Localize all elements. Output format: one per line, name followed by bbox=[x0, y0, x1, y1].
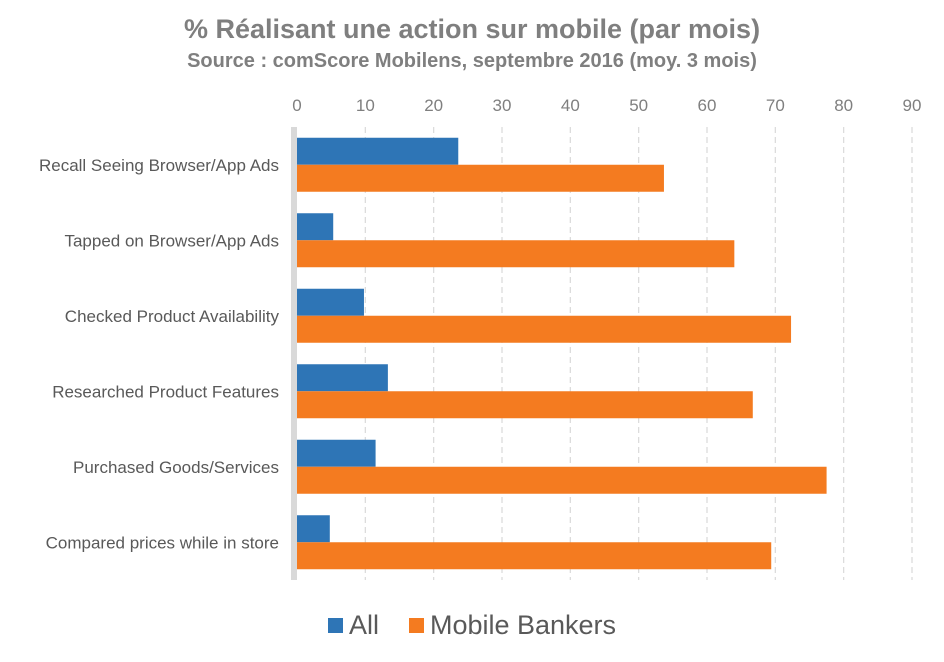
legend-item-mobile-bankers: Mobile Bankers bbox=[408, 610, 617, 641]
bar-all-2 bbox=[297, 288, 364, 316]
category-label-5: Compared prices while in store bbox=[46, 533, 279, 552]
x-tick-label-90: 90 bbox=[903, 96, 922, 115]
x-tick-label-10: 10 bbox=[356, 96, 375, 115]
legend-swatch-all bbox=[327, 618, 343, 633]
bar-mobile-bankers-0 bbox=[297, 164, 664, 192]
x-tick-label-60: 60 bbox=[698, 96, 717, 115]
bar-all-3 bbox=[297, 364, 388, 392]
category-label-3: Researched Product Features bbox=[52, 382, 279, 401]
bar-all-0 bbox=[297, 137, 459, 165]
legend-label-all: All bbox=[348, 610, 379, 640]
x-tick-label-50: 50 bbox=[629, 96, 648, 115]
bar-all-4 bbox=[297, 439, 376, 467]
category-label-2: Checked Product Availability bbox=[65, 307, 280, 326]
bar-all-5 bbox=[297, 515, 330, 543]
bar-mobile-bankers-4 bbox=[297, 466, 827, 494]
category-label-0: Recall Seeing Browser/App Ads bbox=[39, 156, 279, 175]
chart-subtitle: Source : comScore Mobilens, septembre 20… bbox=[187, 50, 757, 72]
legend-label-mobile-bankers: Mobile Bankers bbox=[429, 610, 617, 640]
category-label-4: Purchased Goods/Services bbox=[73, 458, 279, 477]
bar-mobile-bankers-3 bbox=[297, 391, 753, 419]
chart-title: % Réalisant une action sur mobile (par m… bbox=[183, 14, 761, 44]
bar-mobile-bankers-5 bbox=[297, 542, 772, 570]
x-tick-label-40: 40 bbox=[561, 96, 580, 115]
legend-item-all: All bbox=[327, 610, 379, 641]
chart-legend: All Mobile Bankers bbox=[0, 610, 944, 641]
bar-mobile-bankers-1 bbox=[297, 240, 735, 268]
x-tick-label-0: 0 bbox=[292, 96, 301, 115]
category-label-1: Tapped on Browser/App Ads bbox=[64, 231, 279, 250]
bar-mobile-bankers-2 bbox=[297, 315, 792, 343]
x-tick-label-20: 20 bbox=[424, 96, 443, 115]
bar-chart: 0 10 20 30 40 50 60 70 80 90 Recall Seeing Browser… bbox=[39, 96, 922, 580]
x-tick-label-70: 70 bbox=[766, 96, 785, 115]
legend-swatch-mobile-bankers bbox=[408, 618, 424, 633]
bar-all-1 bbox=[297, 213, 334, 241]
x-tick-label-30: 30 bbox=[493, 96, 512, 115]
x-tick-label-80: 80 bbox=[834, 96, 853, 115]
